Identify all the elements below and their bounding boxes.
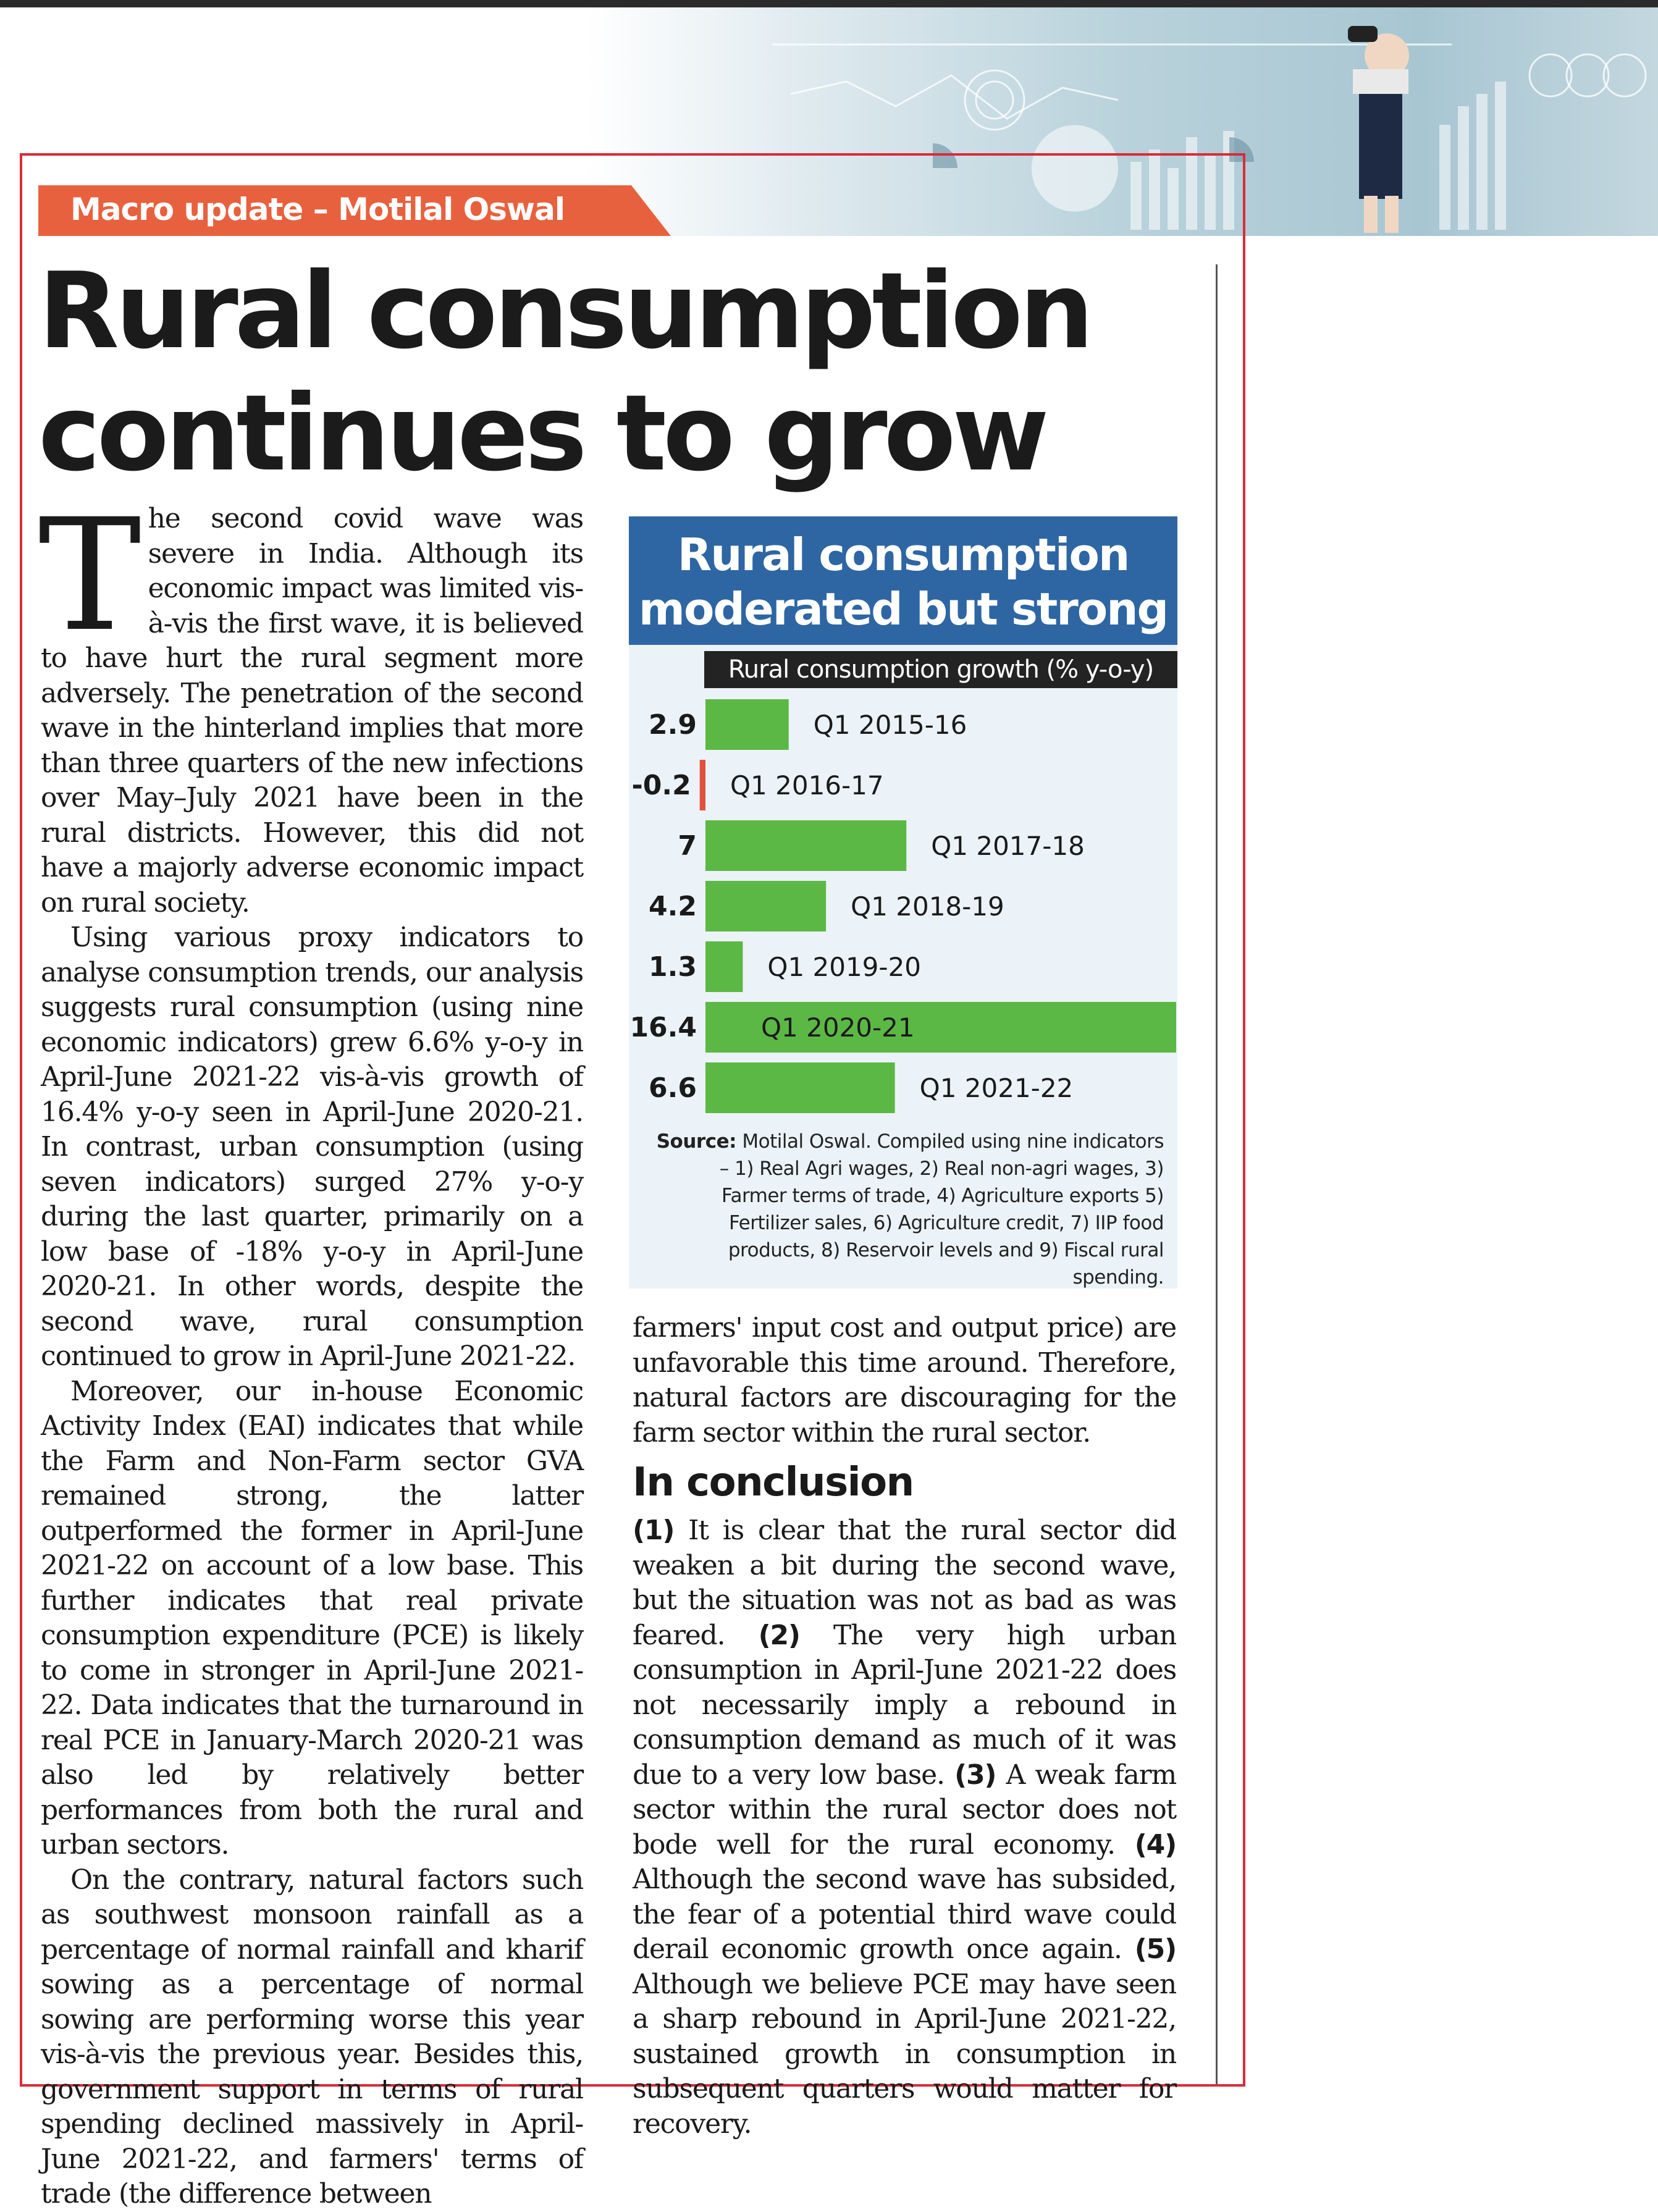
conclusion-number: (1) (633, 1515, 675, 1546)
person-with-binoculars (1348, 26, 1409, 233)
conclusion-number: (5) (1134, 1933, 1177, 1965)
section-tag: Macro update – Motilal Oswal (38, 185, 671, 236)
chart-subtitle: Rural consumption growth (% y-o-y) (704, 651, 1177, 688)
article-body-right-column: farmers' input cost and output price) ar… (633, 1311, 1177, 2142)
chart-value-label: 2.9 (649, 709, 697, 741)
chart-bar (705, 941, 743, 992)
header-banner-image (587, 7, 1658, 236)
chart-source: Source: Motilal Oswal. Compiled using ni… (652, 1128, 1164, 1291)
article-paragraph-text: he second covid wave was severe in India… (41, 503, 584, 919)
chart-source-text: Motilal Oswal. Compiled using nine indic… (719, 1130, 1164, 1289)
chart-category-label: Q1 2016-17 (730, 770, 884, 801)
chart-value-label: 16.4 (629, 1012, 697, 1043)
article-paragraph: Moreover, our in-house Economic Activity… (41, 1375, 584, 1861)
chart-bar (705, 699, 789, 750)
chart-category-label: Q1 2017-18 (931, 831, 1085, 861)
chart-source-label: Source: (656, 1130, 737, 1153)
conclusion-number: (3) (954, 1759, 996, 1791)
conclusion-text: Although the second wave has subsided, t… (633, 1864, 1177, 1965)
chart-value-label: 4.2 (649, 891, 697, 922)
article-paragraph: farmers' input cost and output price) ar… (633, 1312, 1177, 1449)
conclusion-text: The very high urban consumption in April… (633, 1619, 1177, 1791)
chart-bar (705, 820, 907, 871)
article-paragraph: On the contrary, natural factors such as… (41, 1864, 584, 2210)
top-bar (0, 0, 1658, 7)
drop-cap: T (38, 486, 141, 665)
chart-bar (699, 760, 705, 810)
conclusion-number: (4) (1134, 1828, 1177, 1861)
chart-header: Rural consumption moderated but strong (629, 516, 1177, 645)
headline: Rural consumption continues to grow (38, 250, 1094, 495)
bar-chart: 2.9 Q1 2015-16 -0.2 Q1 2016-17 7 Q1 2017-18 4.… (629, 699, 1176, 1113)
section-tag-label: Macro update – Motilal Oswal (70, 191, 565, 227)
technology-graphic (772, 26, 1647, 233)
chart-title: Rural consumption moderated but strong (638, 529, 1169, 635)
conclusion-text: It is clear that the rural sector did we… (633, 1515, 1177, 1651)
conclusion-paragraph: (1) It is clear that the rural sector di… (633, 1513, 1177, 2142)
chart-category-label: Q1 2018-19 (851, 891, 1004, 922)
conclusion-text: A weak farm sector within the rural sect… (633, 1759, 1177, 1861)
chart-value-label: 1.3 (649, 951, 697, 983)
conclusion-number: (2) (758, 1619, 801, 1651)
chart-value-label: 7 (678, 830, 697, 862)
article-frame (20, 153, 1245, 2087)
chart-category-label: Q1 2020-21 (761, 1012, 915, 1043)
chart-bar (705, 881, 827, 931)
chart-category-label: Q1 2019-20 (767, 952, 921, 982)
conclusion-text: Although we believe PCE may have seen a … (633, 1968, 1177, 2140)
chart-bar (705, 1002, 1176, 1053)
article-paragraph: Using various proxy indicators to analys… (41, 922, 584, 1372)
chart-value-label: 6.6 (649, 1072, 697, 1104)
chart-value-label: -0.2 (631, 770, 691, 801)
chart-bar (705, 1062, 895, 1113)
conclusion-heading: In conclusion (633, 1460, 914, 1505)
column-divider (1216, 264, 1218, 2084)
chart-category-label: Q1 2021-22 (920, 1073, 1074, 1103)
chart-category-label: Q1 2015-16 (814, 710, 967, 740)
chart-box: Rural consumption moderated but strong R… (629, 516, 1177, 1289)
